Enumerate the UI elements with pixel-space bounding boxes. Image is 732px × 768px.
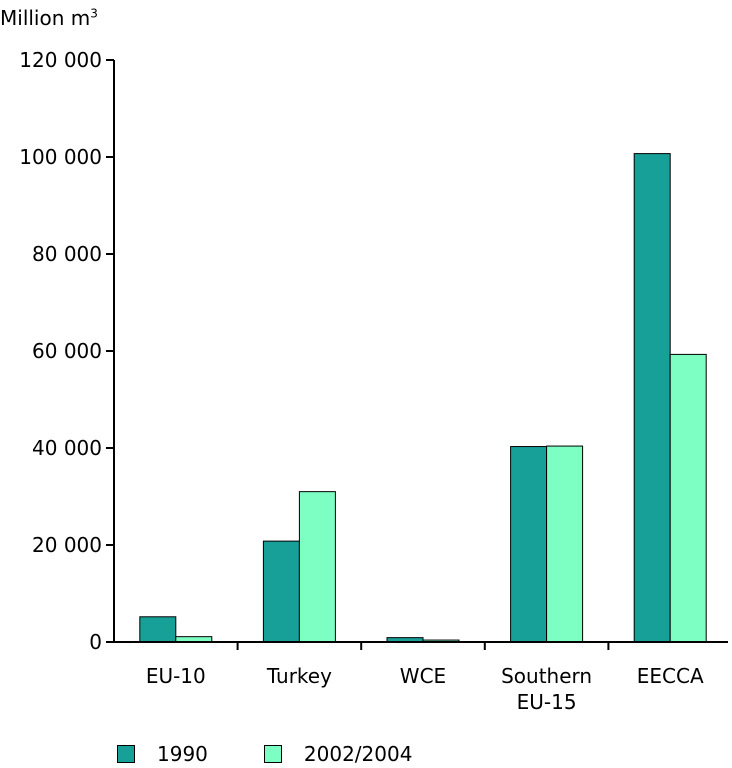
y-tick-label-20000: 20 000 [32, 533, 102, 557]
y-tick-label-40000: 40 000 [32, 436, 102, 460]
bar-1990-southern-eu-15 [510, 446, 548, 643]
bar-1990-turkey [262, 540, 300, 643]
legend-swatch-1990 [117, 745, 135, 763]
bar-2002-2004-southern-eu-15 [546, 445, 584, 643]
bar-2002-2004-eecca [669, 353, 707, 643]
legend-item-1990: 1990 [117, 742, 208, 766]
y-tick-label-120000: 120 000 [19, 48, 102, 72]
bar-1990-eecca [633, 153, 671, 643]
legend-item-2002-2004: 2002/2004 [263, 742, 413, 766]
x-tick-label-wce: WCE [400, 664, 446, 688]
y-tick-label-80000: 80 000 [32, 242, 102, 266]
y-tick-label-0: 0 [89, 630, 102, 654]
y-tick-label-100000: 100 000 [19, 145, 102, 169]
x-tick-label-southern-eu-15-line2: EU-15 [517, 690, 577, 714]
x-tick-label-southern-eu-15: Southern [501, 664, 592, 688]
bar-2002-2004-turkey [298, 491, 336, 643]
legend: 1990 2002/2004 [117, 740, 468, 768]
legend-swatch-2002-2004 [263, 745, 282, 763]
y-tick-label-60000: 60 000 [32, 339, 102, 363]
legend-label-2002-2004: 2002/2004 [303, 742, 413, 766]
bar-1990-eu-10 [139, 616, 177, 643]
legend-label-1990: 1990 [157, 742, 208, 766]
y-axis-label: Million m3 [0, 6, 98, 30]
x-tick-label-eecca: EECCA [637, 664, 704, 688]
bar-chart: 0 20 000 40 000 60 000 80 000 100 000 120 000 E… [19, 48, 728, 714]
x-tick-label-turkey: Turkey [266, 664, 332, 688]
x-tick-label-eu-10: EU-10 [146, 664, 206, 688]
